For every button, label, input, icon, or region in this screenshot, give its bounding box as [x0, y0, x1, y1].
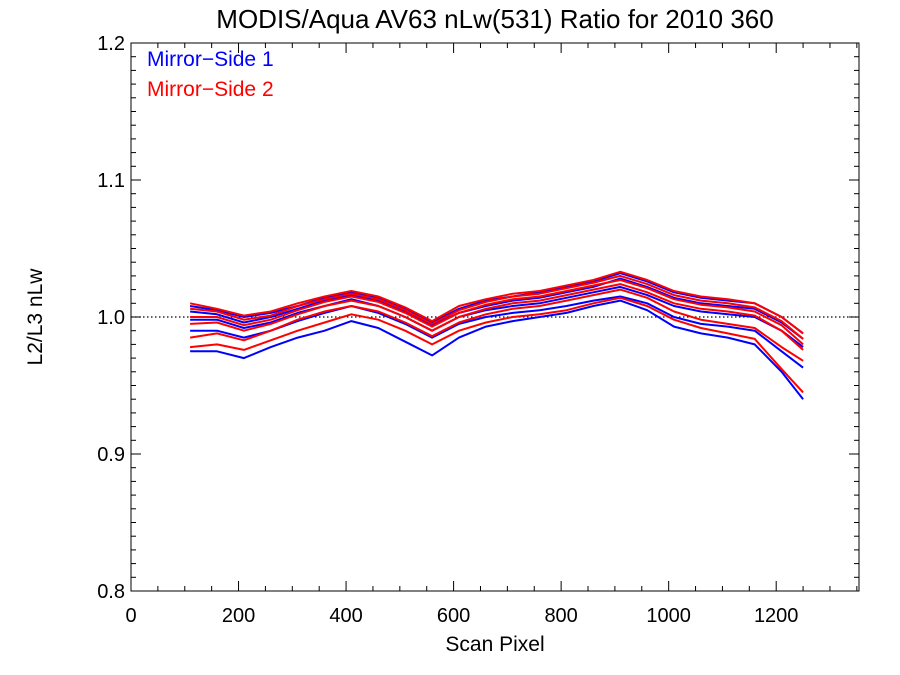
y-tick-label: 1.1: [97, 170, 125, 192]
series-line-mirror-side-2-10: [189, 270, 804, 335]
series-line-mirror-side-1-3: [189, 277, 804, 340]
x-tick-label: 400: [329, 605, 362, 627]
series-line-mirror-side-2-9: [190, 274, 804, 340]
series-line-mirror-side-2-7: [190, 283, 804, 351]
y-tick-label: 1.2: [97, 33, 125, 55]
series-line-mirror-side-1-0: [190, 299, 804, 400]
x-tick-label: 800: [544, 605, 577, 627]
y-tick-label: 0.9: [97, 444, 125, 466]
chart-title: MODIS/Aqua AV63 nLw(531) Ratio for 2010 …: [216, 4, 773, 34]
y-tick-label: 1.0: [97, 307, 125, 329]
legend: Mirror−Side 1 Mirror−Side 2: [147, 48, 274, 101]
legend-entry-mirror-side-1: Mirror−Side 1: [147, 48, 274, 71]
series-line-mirror-side-1-2: [190, 285, 804, 348]
y-tick-label: 0.8: [97, 581, 125, 603]
series-line-mirror-side-2-6: [189, 288, 804, 362]
axis-ticks: [130, 42, 859, 592]
series-lines: [189, 270, 804, 400]
legend-entry-mirror-side-2: Mirror−Side 2: [147, 78, 274, 101]
x-tick-label: 600: [437, 605, 470, 627]
series-line-mirror-side-1-1: [190, 295, 804, 369]
series-line-mirror-side-2-8: [190, 279, 804, 346]
x-tick-label: 0: [125, 605, 136, 627]
x-tick-label: 1000: [646, 605, 691, 627]
series-line-mirror-side-2-5: [190, 296, 804, 394]
x-axis-label: Scan Pixel: [445, 633, 544, 656]
x-tick-label: 1200: [754, 605, 799, 627]
y-axis-label: L2/L3 nLw: [24, 268, 47, 366]
x-tick-label: 200: [222, 605, 255, 627]
axis-tick-labels: 0 200 400 600 800 1000 1200 0.8 0.9 1.0 1.1 1.2: [97, 33, 798, 627]
